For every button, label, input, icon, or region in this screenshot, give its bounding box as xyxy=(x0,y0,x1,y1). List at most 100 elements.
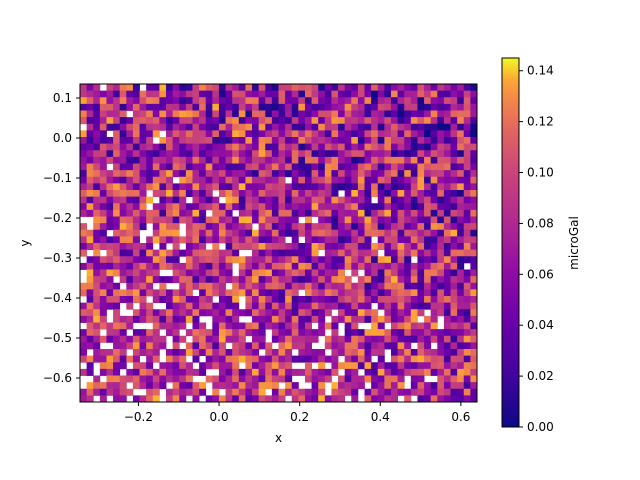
heatmap-cell xyxy=(357,209,365,217)
heatmap-cell xyxy=(397,269,405,277)
heatmap-cell xyxy=(225,130,233,138)
heatmap-cell xyxy=(304,170,312,178)
heatmap-cell xyxy=(93,236,101,244)
heatmap-cell xyxy=(344,84,352,92)
heatmap-cell xyxy=(113,289,121,297)
heatmap-cell xyxy=(331,382,339,390)
heatmap-cell xyxy=(119,223,127,231)
heatmap-cell xyxy=(410,209,418,217)
heatmap-cell xyxy=(238,382,246,390)
heatmap-cell xyxy=(218,302,226,310)
heatmap-cell xyxy=(397,229,405,237)
heatmap-cell xyxy=(285,90,293,98)
heatmap-cell xyxy=(212,375,220,383)
heatmap-cell xyxy=(278,203,286,211)
heatmap-cell xyxy=(417,262,425,270)
heatmap-cell xyxy=(252,97,260,105)
heatmap-cell xyxy=(106,216,114,224)
heatmap-cell xyxy=(404,84,412,92)
heatmap-cell xyxy=(357,362,365,370)
heatmap-cell xyxy=(404,203,412,211)
heatmap-cell xyxy=(457,289,465,297)
heatmap-cell xyxy=(371,143,379,151)
heatmap-cell xyxy=(357,110,365,118)
heatmap-cell xyxy=(152,329,160,337)
heatmap-cell xyxy=(417,97,425,105)
heatmap-cell xyxy=(119,256,127,264)
heatmap-cell xyxy=(430,216,438,224)
heatmap-cell xyxy=(357,176,365,184)
heatmap-cell xyxy=(119,110,127,118)
heatmap-cell xyxy=(285,223,293,231)
heatmap-cell xyxy=(377,216,385,224)
heatmap-cell xyxy=(437,97,445,105)
heatmap-cell xyxy=(324,375,332,383)
heatmap-cell xyxy=(364,236,372,244)
heatmap-cell xyxy=(205,90,213,98)
heatmap-cell xyxy=(126,388,134,396)
heatmap-cell xyxy=(430,388,438,396)
heatmap-cell xyxy=(298,163,306,171)
heatmap-cell xyxy=(318,256,326,264)
heatmap-cell xyxy=(80,176,88,184)
heatmap-cell xyxy=(192,143,200,151)
heatmap-cell xyxy=(443,123,451,131)
heatmap-cell xyxy=(304,130,312,138)
heatmap-cell xyxy=(166,156,174,164)
heatmap-cell xyxy=(285,190,293,198)
heatmap-cell xyxy=(238,262,246,270)
heatmap-cell xyxy=(265,150,273,158)
heatmap-cell xyxy=(417,156,425,164)
heatmap-cell xyxy=(179,289,187,297)
heatmap-cell xyxy=(126,269,134,277)
heatmap-cell xyxy=(430,355,438,363)
heatmap-cell xyxy=(424,395,432,402)
heatmap-cell xyxy=(390,236,398,244)
heatmap-cell xyxy=(185,190,193,198)
heatmap-cell xyxy=(291,382,299,390)
heatmap-cell xyxy=(371,243,379,251)
heatmap-cell xyxy=(86,342,94,350)
heatmap-cell xyxy=(93,110,101,118)
heatmap-cell xyxy=(351,349,359,357)
heatmap-cell xyxy=(80,355,88,363)
heatmap-cell xyxy=(113,329,121,337)
heatmap-cell xyxy=(238,190,246,198)
heatmap-cell xyxy=(424,388,432,396)
heatmap-cell xyxy=(351,123,359,131)
heatmap-cell xyxy=(430,322,438,330)
heatmap-cell xyxy=(99,196,107,204)
heatmap-cell xyxy=(278,137,286,145)
heatmap-cell xyxy=(417,176,425,184)
heatmap-cell xyxy=(318,130,326,138)
heatmap-cell xyxy=(285,97,293,105)
heatmap-cell xyxy=(126,97,134,105)
heatmap-cell xyxy=(298,110,306,118)
heatmap-cell xyxy=(410,117,418,125)
heatmap-cell xyxy=(218,269,226,277)
heatmap-cell xyxy=(238,130,246,138)
heatmap-cell xyxy=(218,170,226,178)
heatmap-cell xyxy=(225,103,233,111)
heatmap-cell xyxy=(298,276,306,284)
heatmap-cell xyxy=(225,368,233,376)
heatmap-cell xyxy=(179,362,187,370)
heatmap-cell xyxy=(159,183,167,191)
heatmap-cell xyxy=(291,395,299,402)
heatmap-cell xyxy=(139,395,147,402)
heatmap-cell xyxy=(437,170,445,178)
heatmap-cell xyxy=(298,368,306,376)
heatmap-cell xyxy=(225,203,233,211)
heatmap-cell xyxy=(93,262,101,270)
heatmap-cell xyxy=(93,249,101,257)
heatmap-cell xyxy=(139,143,147,151)
heatmap-cell xyxy=(265,368,273,376)
heatmap-cell xyxy=(304,97,312,105)
heatmap-cell xyxy=(212,256,220,264)
heatmap-cell xyxy=(86,388,94,396)
heatmap-cell xyxy=(205,137,213,145)
heatmap-cell xyxy=(331,315,339,323)
heatmap-cell xyxy=(106,349,114,357)
heatmap-cell xyxy=(146,368,154,376)
heatmap-cell xyxy=(159,243,167,251)
